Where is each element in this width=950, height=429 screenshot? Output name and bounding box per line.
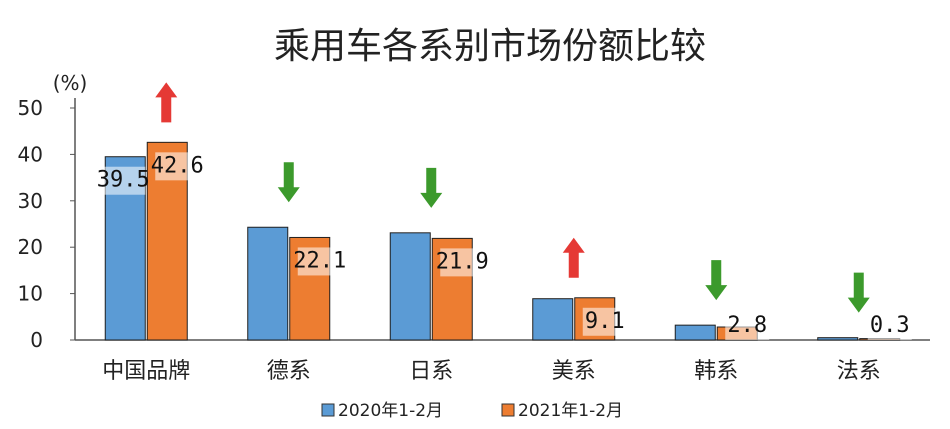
y-axis-label: (%): [53, 71, 88, 95]
y-tick-label: 10: [18, 282, 43, 306]
data-labels-layer: 39.542.6 22.1 21.9 9.1 2.8 0.3: [97, 152, 912, 340]
data-label: 9.1: [585, 309, 625, 334]
down-arrow-icon: [420, 167, 443, 208]
legend-label: 2020年1-2月: [338, 401, 443, 421]
data-label: 42.6: [151, 153, 204, 178]
data-label-bg: [155, 152, 200, 181]
data-label-bg: [440, 248, 485, 277]
down-arrow-icon: [277, 162, 300, 203]
data-label-bg: [297, 247, 342, 276]
data-label-bg: [725, 312, 770, 340]
x-tick-label: 美系: [552, 359, 596, 384]
data-label: 39.5: [97, 168, 150, 193]
data-label: 22.1: [293, 248, 346, 273]
x-tick-label: 日系: [409, 359, 453, 384]
data-label: 2.8: [727, 313, 767, 338]
axes: 0 10 20 30 40 50: [18, 96, 930, 352]
bar-2020: [247, 226, 289, 341]
legend-label: 2021年1-2月: [518, 401, 623, 421]
bars-layer: [104, 141, 901, 341]
bar-2020: [389, 232, 431, 341]
x-tick-label: 韩系: [694, 359, 738, 384]
x-tick-label: 法系: [837, 359, 881, 384]
y-tick-label: 40: [18, 142, 43, 166]
bar-2020: [817, 337, 859, 341]
y-tick-label: 20: [18, 235, 43, 259]
chart-title: 乘用车各系别市场份额比较: [274, 26, 706, 67]
data-label-bg: [101, 166, 146, 195]
trend-arrows-layer: [155, 82, 870, 313]
bar-2020: [532, 298, 574, 341]
x-tick-labels: 中国品牌 德系 日系 美系 韩系 法系: [102, 359, 881, 384]
y-tick-label: 30: [18, 189, 43, 213]
up-arrow-icon: [562, 237, 585, 278]
bar-2020: [674, 324, 716, 341]
y-tick-label: 50: [18, 96, 43, 120]
legend-swatch: [321, 403, 335, 417]
up-arrow-icon: [155, 82, 178, 123]
data-label-bg: [582, 307, 627, 336]
y-tick-label: 0: [30, 328, 43, 352]
data-label: 0.3: [870, 313, 910, 338]
data-label-bg: [867, 312, 912, 340]
down-arrow-icon: [847, 272, 870, 313]
data-label: 21.9: [436, 249, 489, 274]
x-tick-label: 德系: [267, 359, 311, 384]
legend: 2020年1-2月 2021年1-2月: [321, 401, 623, 421]
legend-swatch: [501, 403, 515, 417]
x-tick-label: 中国品牌: [102, 359, 190, 384]
down-arrow-icon: [705, 260, 728, 301]
